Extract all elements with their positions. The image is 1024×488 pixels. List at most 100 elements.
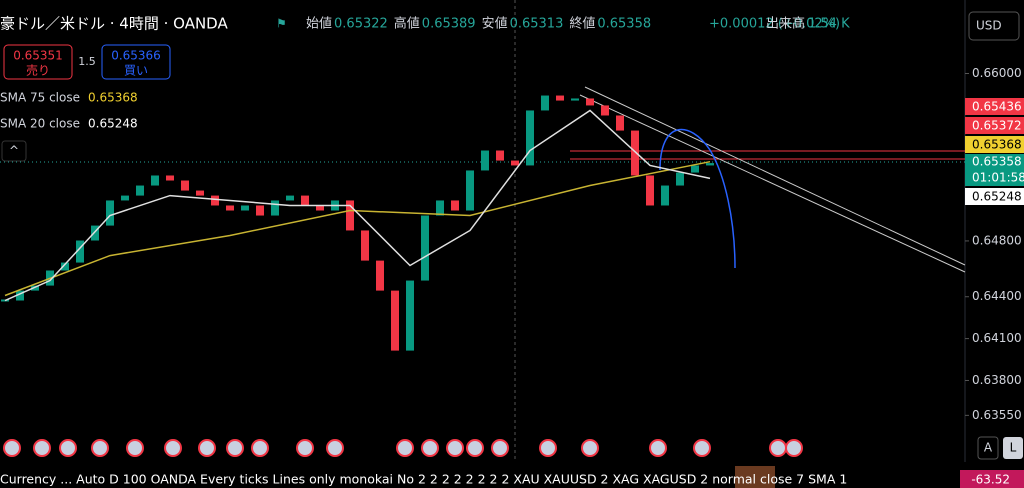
candle	[196, 190, 204, 196]
price-label: 0.65358	[972, 155, 1022, 169]
sell-price[interactable]: 0.65351	[13, 49, 63, 63]
price-label-box	[965, 98, 1024, 115]
candle	[661, 185, 669, 206]
flag-icon: ⚑	[276, 17, 287, 31]
price-label: 0.65372	[972, 119, 1022, 133]
candle	[76, 240, 84, 263]
ohlc-label: 高値	[394, 16, 420, 32]
collapse-button[interactable]	[1, 140, 27, 162]
price-label: 0.65248	[972, 190, 1022, 204]
change: +0.00012 (+0.02%)	[709, 17, 840, 32]
y-tick-label: 0.64100	[972, 331, 1022, 345]
price-label-box	[965, 188, 1024, 205]
auto-scale-button[interactable]	[977, 436, 999, 460]
ohlc-value: 0.65358	[597, 17, 651, 32]
candle	[286, 195, 294, 201]
collapse-icon[interactable]: ^	[9, 144, 19, 158]
candle	[271, 200, 279, 216]
candle	[571, 98, 579, 101]
candle	[691, 165, 699, 173]
y-tick-label: 0.63550	[972, 408, 1022, 422]
y-tick-label: 0.64800	[972, 233, 1022, 247]
candle	[586, 98, 594, 106]
y-tick-label: 0.63800	[972, 373, 1022, 387]
footer-value: -63.52	[971, 473, 1010, 487]
ohlc-value: 0.65313	[510, 17, 564, 32]
auto-scale[interactable]: A	[984, 441, 993, 455]
ohlc-label: 安値	[482, 16, 508, 32]
candle	[421, 215, 429, 281]
price-labels: 0.65436 0.65372 0.65368 0.65358 01:01:58…	[965, 98, 1024, 205]
ohlc-value: 0.65322	[334, 17, 388, 32]
sma-line	[4, 109, 711, 302]
indicator-value: 0.65248	[88, 117, 138, 131]
ohlc-value: 0.65389	[422, 17, 476, 32]
ohlc-label: 始値	[306, 16, 332, 32]
log-scale[interactable]: L	[1010, 441, 1017, 455]
y-tick-label: 0.64400	[972, 289, 1022, 303]
y-tick-label: 0.66000	[972, 66, 1022, 80]
symbol: 豪ドル／米ドル · 4時間 · OANDA	[0, 15, 228, 33]
countdown: 01:01:58	[972, 171, 1024, 185]
buy-label[interactable]: 買い	[124, 64, 148, 78]
candle	[631, 130, 639, 176]
currency[interactable]: USD	[976, 19, 1002, 33]
candle	[226, 205, 234, 211]
candle	[646, 175, 654, 206]
candle	[406, 280, 414, 351]
value-box	[960, 470, 1024, 488]
price-label-box	[965, 136, 1024, 153]
candle	[181, 180, 189, 191]
candle	[511, 160, 519, 166]
sma-line	[4, 160, 711, 297]
buy-button[interactable]	[101, 44, 171, 80]
candle	[16, 290, 24, 301]
candle	[316, 205, 324, 211]
candle	[556, 95, 564, 101]
footer-bar	[0, 462, 1024, 488]
sell-label[interactable]: 売り	[26, 63, 50, 78]
candle	[676, 172, 684, 186]
candle	[466, 170, 474, 211]
candle	[61, 262, 69, 271]
candle	[166, 175, 174, 181]
candle	[136, 185, 144, 196]
candle	[616, 115, 624, 131]
candle	[91, 225, 99, 241]
candle	[361, 230, 369, 261]
candle	[436, 200, 444, 216]
currency-button[interactable]	[968, 11, 1020, 41]
ohlc-label: 終値	[569, 16, 595, 32]
settings-text: Currency ... Auto D 100 OANDA Every tick…	[0, 472, 847, 487]
price-label-box	[965, 117, 1024, 134]
candle	[121, 195, 129, 201]
trend-line	[579, 94, 966, 273]
candle	[151, 175, 159, 186]
plot: 0.66000 0.64800 0.64400 0.64100 0.63800 0.635…	[1, 66, 1022, 422]
candle	[256, 205, 264, 216]
candle	[241, 205, 249, 211]
event-icons	[3, 439, 803, 457]
trend-line	[584, 86, 966, 266]
buy-price[interactable]: 0.65366	[111, 49, 161, 63]
price-label-box	[965, 154, 1024, 186]
volume-label: 出来高	[766, 16, 805, 32]
sell-button[interactable]	[3, 44, 73, 80]
candle	[706, 163, 714, 166]
log-scale-button[interactable]	[1003, 437, 1023, 459]
candle	[346, 200, 354, 231]
candle	[301, 195, 309, 206]
candle	[451, 200, 459, 211]
ohlc: 始値 0.65322 高値 0.65389 安値 0.65313 終値 0.65358	[306, 16, 651, 32]
price-label: 0.65436	[972, 100, 1022, 114]
volume: 1.54 K	[808, 17, 850, 32]
candle	[496, 150, 504, 161]
candle	[31, 285, 39, 291]
candle	[526, 110, 534, 166]
price-label: 0.65368	[972, 138, 1022, 152]
indicator-value: 0.65368	[88, 91, 138, 105]
candle	[601, 105, 609, 116]
